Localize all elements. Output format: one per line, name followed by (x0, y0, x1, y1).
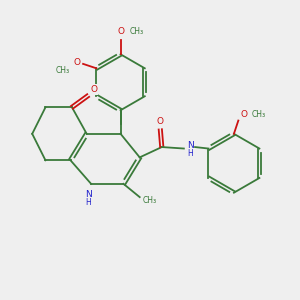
Text: O: O (117, 27, 124, 36)
Text: H: H (188, 149, 193, 158)
Text: CH₃: CH₃ (252, 110, 266, 119)
Text: CH₃: CH₃ (143, 196, 157, 205)
Text: O: O (91, 85, 98, 94)
Text: O: O (241, 110, 248, 119)
Text: CH₃: CH₃ (130, 27, 144, 36)
Text: O: O (73, 58, 80, 67)
Text: CH₃: CH₃ (56, 66, 70, 75)
Text: O: O (157, 117, 164, 126)
Text: H: H (85, 198, 91, 207)
Text: N: N (187, 141, 194, 150)
Text: N: N (85, 190, 92, 199)
